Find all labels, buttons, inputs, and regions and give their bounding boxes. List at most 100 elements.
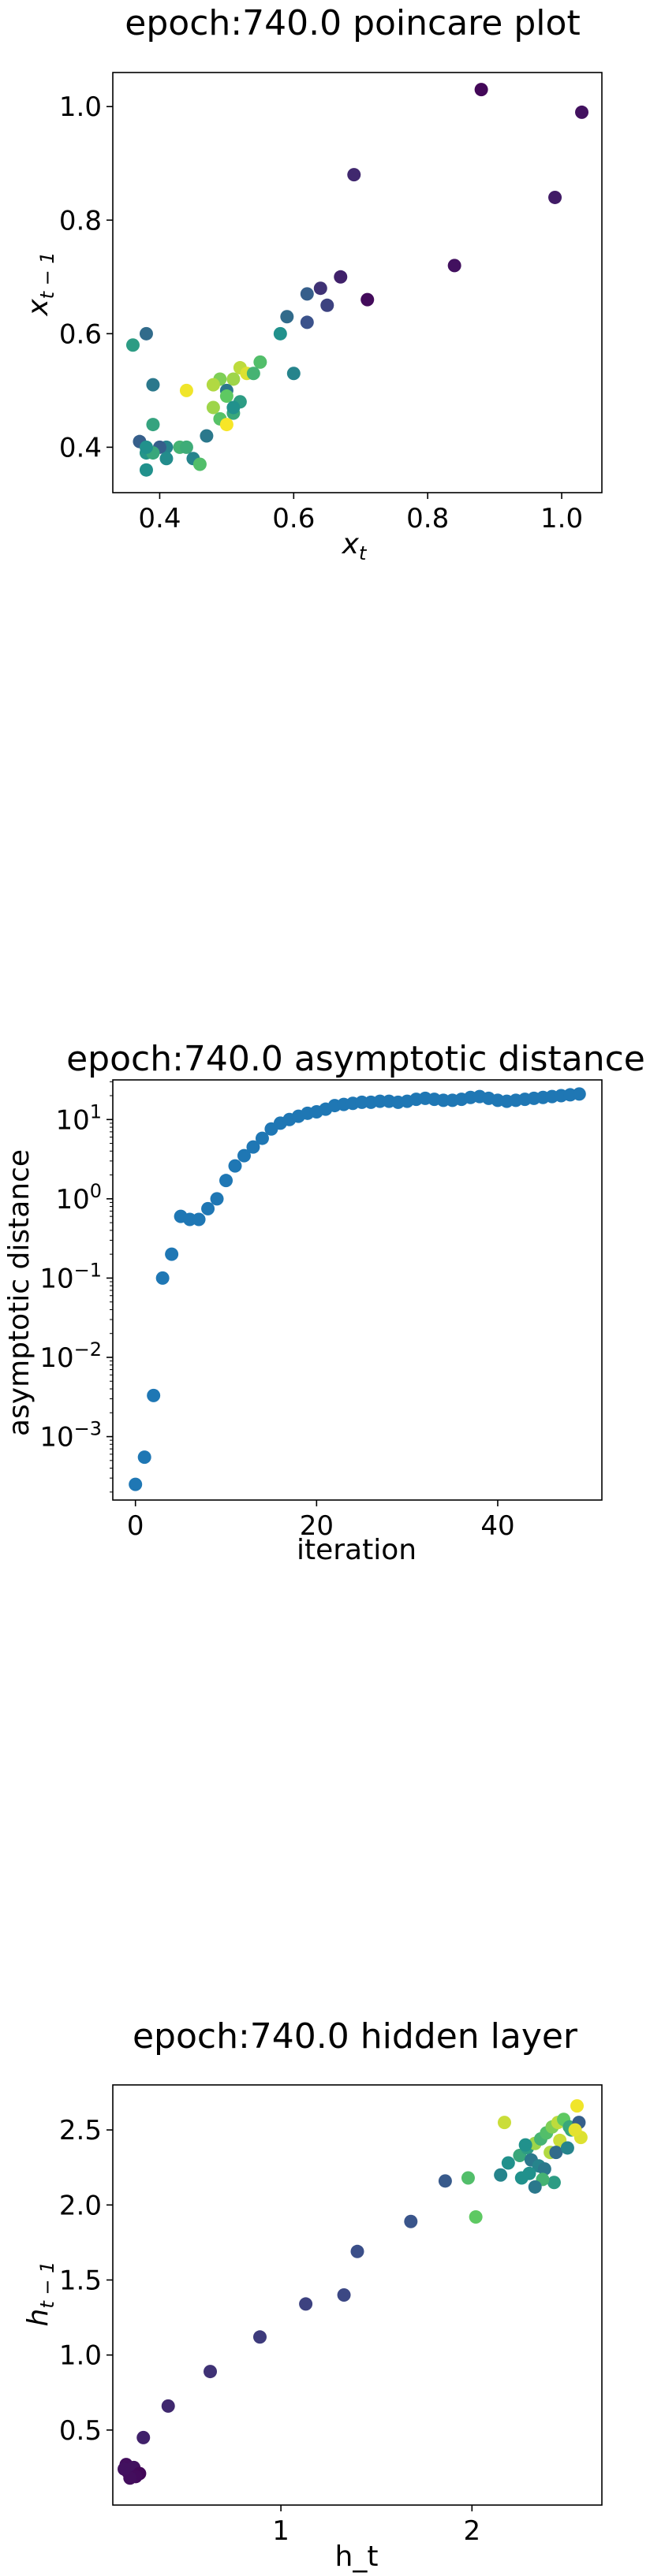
data-point bbox=[192, 457, 207, 471]
data-point bbox=[300, 315, 314, 329]
data-point bbox=[201, 1201, 215, 1215]
hidden-layer-chart: epoch:740.0 hidden layer 1 2 0.5 1.0 1.5 2.0 2… bbox=[22, 2016, 603, 2573]
data-point bbox=[461, 2171, 475, 2185]
data-point bbox=[136, 2430, 151, 2444]
y-tick-label: 100 bbox=[55, 1180, 102, 1215]
data-point bbox=[118, 2462, 132, 2476]
y-tick-label: 10−1 bbox=[39, 1259, 102, 1294]
y-tick-label: 101 bbox=[55, 1100, 102, 1136]
data-point bbox=[226, 372, 241, 386]
data-point bbox=[568, 2123, 582, 2137]
x-tick-label: 0.8 bbox=[406, 503, 449, 534]
data-point bbox=[204, 2365, 218, 2379]
data-point bbox=[501, 2156, 515, 2170]
data-point bbox=[219, 1174, 233, 1188]
y-tick-label: 2.0 bbox=[59, 2190, 102, 2221]
data-point bbox=[200, 429, 214, 443]
x-axis-label: xt bbox=[342, 528, 368, 564]
y-axis-label: asymptotic distance bbox=[3, 1149, 35, 1436]
y-axis-label: xt − 1 bbox=[22, 251, 58, 316]
data-point bbox=[313, 281, 327, 296]
data-point bbox=[219, 389, 233, 404]
y-tick-label: 0.5 bbox=[59, 2415, 102, 2447]
data-point bbox=[537, 2162, 551, 2176]
y-tick-label: 10−2 bbox=[39, 1338, 102, 1374]
x-axis-label: iteration bbox=[297, 1534, 417, 1566]
data-point bbox=[206, 400, 220, 415]
data-point bbox=[219, 418, 233, 432]
data-point bbox=[518, 2138, 532, 2152]
data-point bbox=[514, 2171, 529, 2185]
data-point bbox=[404, 2214, 418, 2228]
x-tick-label: 0.6 bbox=[272, 503, 315, 534]
chart-title: epoch:740.0 hidden layer bbox=[133, 2016, 578, 2057]
data-point bbox=[320, 298, 334, 312]
data-point bbox=[549, 2146, 563, 2160]
data-point bbox=[469, 2210, 483, 2224]
data-point bbox=[179, 440, 193, 454]
x-tick-label: 2 bbox=[463, 2515, 480, 2547]
data-point bbox=[179, 383, 193, 397]
data-point bbox=[139, 326, 153, 341]
data-point bbox=[299, 2297, 313, 2311]
plot-area bbox=[112, 1079, 603, 1501]
data-point bbox=[494, 2168, 508, 2182]
data-point bbox=[572, 1087, 586, 1101]
x-tick-label: 20 bbox=[300, 1510, 334, 1542]
data-point bbox=[438, 2174, 452, 2188]
data-point bbox=[165, 1247, 179, 1261]
y-tick-label: 1.0 bbox=[59, 2340, 102, 2372]
data-point bbox=[560, 2141, 574, 2155]
data-point bbox=[528, 2180, 542, 2194]
data-point bbox=[155, 1271, 170, 1285]
y-tick-label: 0.6 bbox=[59, 318, 102, 350]
data-point bbox=[360, 292, 375, 307]
data-point bbox=[497, 2116, 511, 2130]
data-point bbox=[273, 326, 287, 341]
data-point bbox=[139, 463, 153, 477]
data-point bbox=[575, 105, 589, 119]
y-tick-label: 2.5 bbox=[59, 2115, 102, 2146]
data-point bbox=[125, 338, 140, 352]
data-point bbox=[255, 1131, 269, 1145]
data-point bbox=[237, 1148, 251, 1163]
data-point bbox=[547, 2176, 561, 2190]
plot-area bbox=[112, 2084, 603, 2506]
poincare-chart: epoch:740.0 poincare plot 0.4 0.6 0.8 1.0 0.… bbox=[22, 3, 603, 564]
x-tick-label: 1.0 bbox=[540, 503, 583, 534]
data-point bbox=[350, 2244, 364, 2258]
chart-title: epoch:740.0 poincare plot bbox=[125, 3, 580, 43]
data-point bbox=[548, 190, 562, 204]
data-point bbox=[210, 1192, 224, 1206]
data-point bbox=[300, 287, 314, 301]
data-point bbox=[570, 2099, 585, 2113]
y-tick-label: 0.8 bbox=[59, 205, 102, 236]
y-tick-label: 10−3 bbox=[39, 1418, 102, 1454]
data-point bbox=[252, 2330, 267, 2344]
data-point bbox=[347, 168, 361, 182]
data-point bbox=[334, 270, 348, 284]
x-tick-label: 40 bbox=[480, 1510, 514, 1542]
data-point bbox=[146, 378, 160, 392]
data-point bbox=[139, 440, 153, 454]
data-point bbox=[228, 1159, 242, 1173]
asymptotic-distance-chart: epoch:740.0 asymptotic distance 0 20 40 10−… bbox=[3, 1039, 645, 1566]
x-tick-label: 0.4 bbox=[138, 503, 181, 534]
y-tick-label: 1.5 bbox=[59, 2265, 102, 2296]
data-point bbox=[337, 2288, 351, 2302]
data-point bbox=[253, 355, 267, 369]
data-point bbox=[280, 310, 294, 324]
data-point bbox=[147, 1388, 161, 1402]
data-point bbox=[246, 1140, 260, 1154]
data-point bbox=[246, 367, 260, 381]
plot-area bbox=[112, 72, 603, 493]
x-axis-label: h_t bbox=[335, 2541, 379, 2573]
data-point bbox=[137, 1450, 151, 1465]
data-point bbox=[226, 400, 241, 415]
data-point bbox=[286, 367, 301, 381]
y-tick-label: 1.0 bbox=[59, 91, 102, 123]
data-point bbox=[129, 1477, 143, 1491]
data-point bbox=[206, 378, 220, 392]
y-axis-label: ht − 1 bbox=[22, 2261, 58, 2327]
